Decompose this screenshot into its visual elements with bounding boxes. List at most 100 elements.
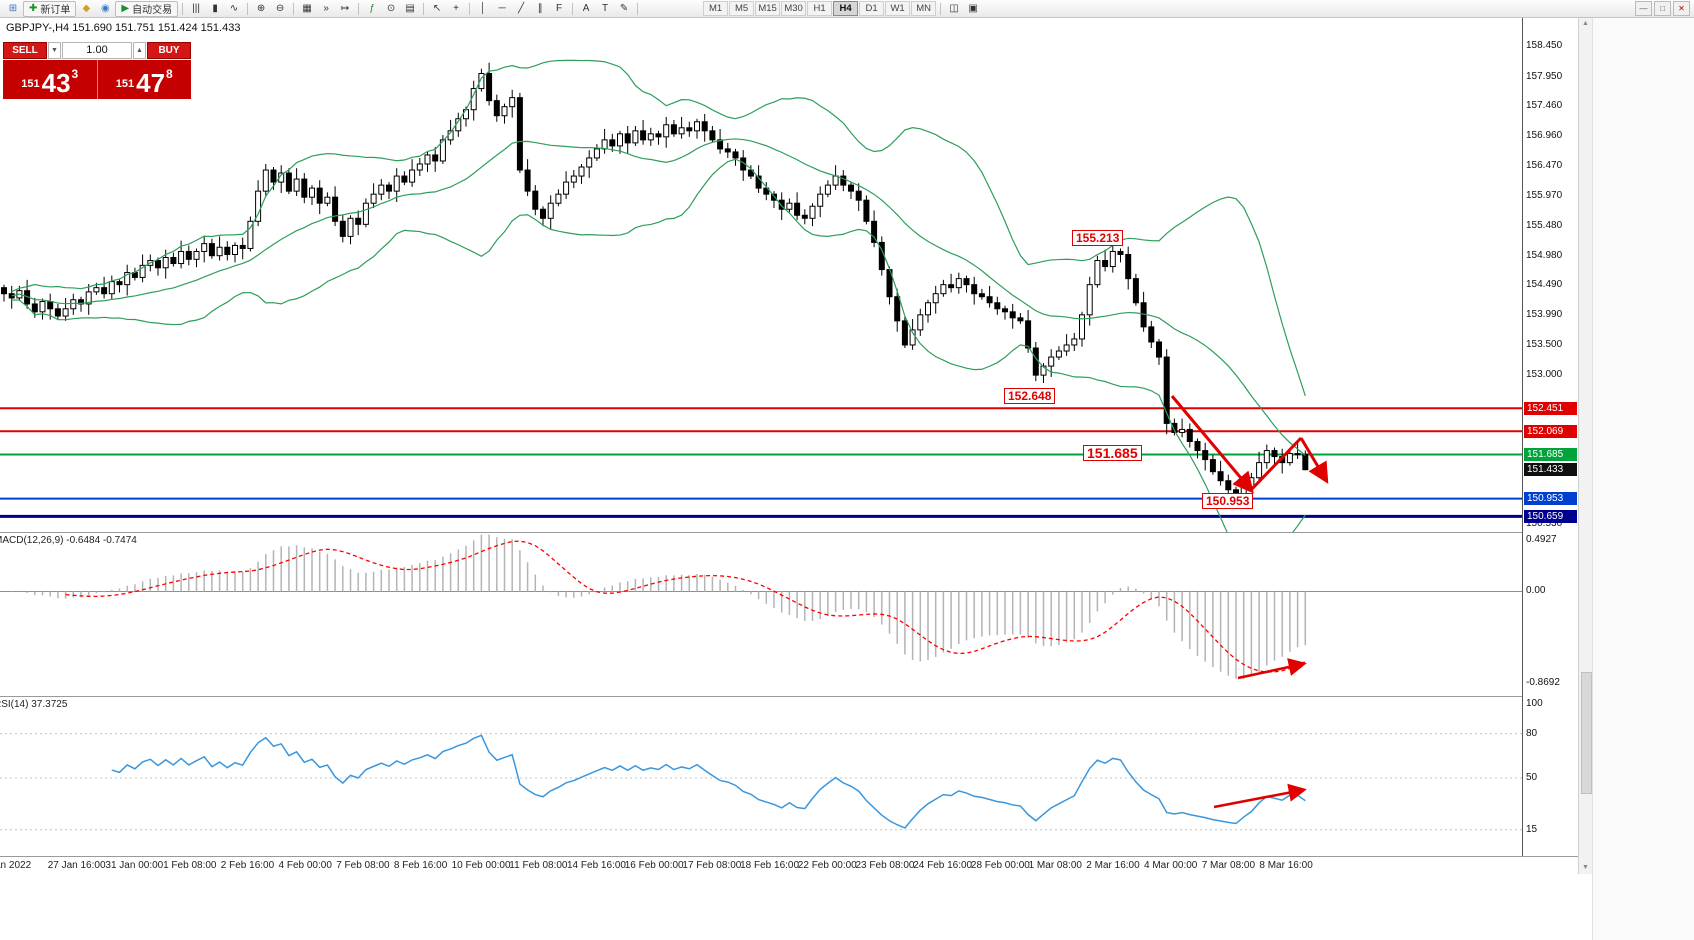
auto-scroll-icon[interactable]: » bbox=[323, 3, 329, 14]
scrollbar-up-arrow[interactable]: ▲ bbox=[1582, 20, 1589, 27]
buy-price-big: 47 bbox=[136, 68, 166, 98]
close-button[interactable]: ✕ bbox=[1673, 1, 1690, 16]
sell-price-display[interactable]: 151 43 3 bbox=[3, 60, 97, 99]
price-tick-bottom: 150.530 bbox=[1526, 518, 1563, 530]
autotrading-button[interactable]: ▶ 自动交易 bbox=[115, 0, 179, 17]
text-icon[interactable]: A bbox=[582, 3, 590, 14]
text-label-icon[interactable]: T bbox=[602, 3, 609, 14]
toolbar-separator bbox=[637, 2, 639, 15]
timeframe-m15-button[interactable]: M15 bbox=[755, 1, 781, 16]
rsi-arrow[interactable] bbox=[1213, 783, 1307, 809]
time-label: 8 Mar 16:00 bbox=[1259, 860, 1313, 871]
new-order-button-label: 新订单 bbox=[40, 5, 71, 16]
macd-arrow[interactable] bbox=[1237, 658, 1307, 680]
macd-signal-line bbox=[65, 540, 1306, 673]
timeframe-w1-button[interactable]: W1 bbox=[885, 1, 911, 16]
price-tick-158.450: 158.450 bbox=[1526, 40, 1563, 52]
price-chart-svg[interactable] bbox=[0, 18, 1522, 532]
buy-button[interactable]: BUY bbox=[147, 42, 191, 59]
rsi-svg[interactable] bbox=[0, 697, 1522, 856]
new-order-button-icon: ✚ bbox=[29, 3, 38, 14]
crosshair-icon[interactable]: + bbox=[453, 3, 460, 14]
workspace-background bbox=[1592, 18, 1694, 940]
chart-ohlc-header: GBPJPY-,H4 151.690 151.751 151.424 151.4… bbox=[6, 22, 241, 34]
price-tick-156.960: 156.960 bbox=[1526, 130, 1563, 142]
sell-price-prefix: 151 bbox=[21, 78, 40, 90]
buy-price-display[interactable]: 151 47 8 bbox=[96, 60, 192, 99]
macd-label: MACD(12,26,9) -0.6484 -0.7474 bbox=[0, 535, 137, 546]
bar-chart-icon[interactable]: ||| bbox=[192, 3, 200, 14]
line-chart-icon[interactable]: ∿ bbox=[229, 3, 239, 14]
chart-shift-icon[interactable]: ↦ bbox=[340, 3, 350, 14]
fullscreen-icon[interactable]: ▣ bbox=[968, 3, 978, 14]
market-icon[interactable]: ◆ bbox=[82, 3, 91, 14]
horizontal-line-icon[interactable]: ─ bbox=[498, 3, 506, 14]
tile-windows-icon[interactable]: ▦ bbox=[302, 3, 312, 14]
sell-price-sup: 3 bbox=[71, 67, 79, 81]
toolbar-separator bbox=[247, 2, 249, 15]
time-label: 22 Feb 00:00 bbox=[797, 860, 857, 871]
timeframe-m30-button[interactable]: M30 bbox=[781, 1, 807, 16]
zoom-in-icon[interactable]: ⊕ bbox=[256, 3, 266, 14]
price-callout-155.213[interactable]: 155.213 bbox=[1072, 230, 1124, 246]
chart-window-icon[interactable]: ⊞ bbox=[8, 3, 18, 14]
cursor-icon[interactable]: ↖ bbox=[432, 3, 442, 14]
zoom-out-icon[interactable]: ⊖ bbox=[275, 3, 285, 14]
macd-axis-tick-0.4927: 0.4927 bbox=[1526, 533, 1557, 545]
timeframe-m1-button[interactable]: M1 bbox=[703, 1, 729, 16]
timeframe-mn-button[interactable]: MN bbox=[911, 1, 937, 16]
time-label: Jan 2022 bbox=[0, 860, 32, 871]
vertical-line-icon[interactable]: │ bbox=[479, 3, 487, 14]
price-axis[interactable]: 158.450 157.950 157.460 156.960 156.470 155.9… bbox=[1522, 18, 1579, 874]
templates-icon[interactable]: ▤ bbox=[405, 3, 415, 14]
channel-icon[interactable]: ∥ bbox=[537, 3, 543, 14]
macd-svg[interactable] bbox=[0, 533, 1522, 696]
timeframe-m5-button[interactable]: M5 bbox=[729, 1, 755, 16]
macd-indicator-panel[interactable]: MACD(12,26,9) -0.6484 -0.7474 bbox=[0, 532, 1522, 697]
volume-increment-button[interactable]: ▲ bbox=[133, 42, 146, 59]
toolbar-separator bbox=[572, 2, 574, 15]
candles bbox=[1, 62, 1309, 508]
rsi-line bbox=[111, 734, 1306, 829]
vertical-scrollbar[interactable]: ▲ ▼ bbox=[1578, 18, 1593, 874]
new-order-button[interactable]: ✚ 新订单 bbox=[23, 0, 77, 17]
scrollbar-thumb[interactable] bbox=[1581, 672, 1592, 794]
main-toolbar: ⊞ ✚ 新订单 ◆ ◉ ▶ 自动交易 ||| ▮ ∿ ⊕ ⊖ ▦» ↦ ƒ ⊙ ▤ ↖ + │ ─ ╱ ∥ F A T ✎ M1 M5 M… bbox=[0, 0, 1694, 18]
trend-arrows[interactable] bbox=[1170, 395, 1329, 494]
indicators-icon[interactable]: ƒ bbox=[369, 3, 375, 14]
arrows-icon[interactable]: ✎ bbox=[619, 3, 629, 14]
price-chart-panel[interactable]: GBPJPY-,H4 151.690 151.751 151.424 151.4… bbox=[0, 18, 1522, 532]
timeframe-d1-button[interactable]: D1 bbox=[859, 1, 885, 16]
price-callout-151.685[interactable]: 151.685 bbox=[1083, 445, 1142, 461]
minimize-button[interactable]: — bbox=[1635, 1, 1652, 16]
price-line-label-150.659: 150.659 bbox=[1524, 509, 1577, 523]
restore-button[interactable]: □ bbox=[1654, 1, 1671, 16]
scrollbar-down-arrow[interactable]: ▼ bbox=[1582, 864, 1589, 871]
price-tick-153.000: 153.000 bbox=[1526, 369, 1563, 381]
candlestick-chart-icon[interactable]: ▮ bbox=[212, 3, 218, 14]
time-label: 2 Feb 16:00 bbox=[220, 860, 275, 871]
price-line-label-152.451: 152.451 bbox=[1524, 401, 1577, 415]
horizontal-lines bbox=[0, 407, 1522, 518]
timeframe-h1-button[interactable]: H1 bbox=[807, 1, 833, 16]
trendline-icon[interactable]: ╱ bbox=[518, 3, 525, 14]
price-tick-157.460: 157.460 bbox=[1526, 100, 1563, 112]
price-callout-150.953[interactable]: 150.953 bbox=[1202, 493, 1254, 509]
price-callout-152.648[interactable]: 152.648 bbox=[1004, 388, 1056, 404]
signals-icon[interactable]: ◉ bbox=[101, 3, 110, 14]
toolbar-separator bbox=[293, 2, 295, 15]
volume-decrement-button[interactable]: ▼ bbox=[48, 42, 61, 59]
price-tick-153.500: 153.500 bbox=[1526, 338, 1563, 350]
rsi-indicator-panel[interactable]: RSI(14) 37.3725 bbox=[0, 696, 1522, 857]
fibonacci-icon[interactable]: F bbox=[556, 3, 563, 14]
timeframe-h4-button[interactable]: H4 bbox=[833, 1, 859, 16]
price-tick-155.480: 155.480 bbox=[1526, 219, 1563, 231]
sell-button[interactable]: SELL bbox=[3, 42, 47, 59]
macd-axis-tick--0.8692: -0.8692 bbox=[1526, 676, 1560, 688]
docking-icon[interactable]: ◫ bbox=[949, 3, 959, 14]
time-label: 2 Mar 16:00 bbox=[1086, 860, 1140, 871]
volume-input[interactable]: 1.00 bbox=[62, 42, 132, 59]
toolbar-separator bbox=[358, 2, 360, 15]
periods-icon[interactable]: ⊙ bbox=[386, 3, 396, 14]
